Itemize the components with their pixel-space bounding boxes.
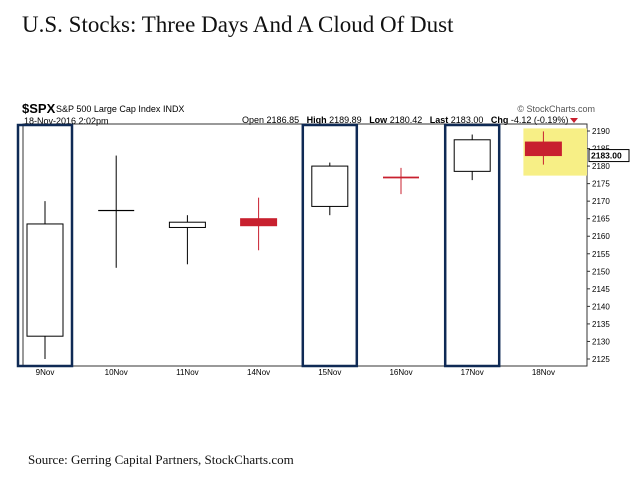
y-tick-label: 2135 — [592, 320, 610, 329]
last-value-label: 2183.00 — [591, 151, 622, 161]
candle-16Nov — [383, 167, 419, 195]
y-tick-label: 2125 — [592, 355, 610, 364]
candle-17Nov — [453, 134, 491, 181]
candle-18Nov — [524, 131, 562, 165]
y-tick-label: 2160 — [592, 232, 610, 241]
y-tick-label: 2185 — [592, 145, 610, 154]
candle-body — [26, 223, 64, 337]
index-name: S&P 500 Large Cap Index — [56, 104, 161, 114]
low-value: 2180.42 — [389, 115, 423, 125]
high-label: High — [306, 115, 327, 125]
x-tick-label: 16Nov — [389, 368, 412, 377]
y-tick-label: 2155 — [592, 250, 610, 259]
candle-14Nov — [240, 197, 278, 251]
down-arrow-icon — [570, 118, 579, 124]
source-note: Source: Gerring Capital Partners, StockC… — [28, 452, 294, 467]
x-tick-label: 10Nov — [105, 368, 128, 377]
candle-9Nov — [26, 201, 64, 359]
candle-body — [98, 209, 135, 212]
symbol-description: S&P 500 Large Cap Index INDX — [56, 104, 184, 114]
candle-15Nov — [311, 162, 349, 216]
candle-body — [168, 221, 206, 228]
chart-header: $SPX S&P 500 Large Cap Index INDX © Stoc… — [22, 101, 595, 129]
ohlc-readout: Open 2186.85 High 2189.89 Low 2180.42 La… — [242, 115, 579, 125]
candle-body — [240, 218, 278, 227]
x-tick-label: 11Nov — [176, 368, 199, 377]
exchange-code: INDX — [162, 104, 185, 114]
page-title: U.S. Stocks: Three Days And A Cloud Of D… — [22, 12, 454, 37]
highlight-box-17Nov — [443, 123, 501, 368]
x-tick-label: 14Nov — [247, 368, 270, 377]
y-tick-label: 2170 — [592, 197, 610, 206]
x-tick-label: 17Nov — [461, 368, 484, 377]
open-value: 2186.85 — [266, 115, 300, 125]
y-tick-label: 2150 — [592, 267, 610, 276]
x-tick-label: 9Nov — [36, 368, 55, 377]
y-tick-label: 2165 — [592, 215, 610, 224]
low-label: Low — [369, 115, 388, 125]
y-tick-label: 2140 — [592, 302, 610, 311]
candle-body — [383, 176, 419, 179]
candle-11Nov — [168, 215, 206, 265]
y-tick-label: 2180 — [592, 162, 610, 171]
change-label: Chg — [490, 115, 509, 125]
highlight-box-15Nov — [301, 123, 359, 368]
x-tick-label: 15Nov — [318, 368, 341, 377]
stockcharts-watermark: © StockCharts.com — [517, 104, 595, 114]
last-value: 2183.00 — [450, 115, 484, 125]
candle-body — [311, 165, 349, 207]
x-tick-label: 18Nov — [532, 368, 555, 377]
chart-timestamp: 18-Nov-2016 2:02pm — [24, 116, 109, 126]
last-value-box — [588, 149, 630, 163]
y-tick-label: 2175 — [592, 180, 610, 189]
candle-body — [453, 139, 491, 172]
y-tick-label: 2130 — [592, 337, 610, 346]
change-value: -4.12 (-0.19%) — [510, 115, 569, 125]
candle-10Nov — [98, 155, 135, 268]
plot-frame — [22, 123, 588, 367]
highlight-box-9Nov — [16, 123, 74, 368]
candle-body — [524, 141, 562, 157]
y-tick-label: 2190 — [592, 127, 610, 136]
last-label: Last — [429, 115, 449, 125]
open-label: Open — [242, 115, 265, 125]
y-tick-label: 2145 — [592, 285, 610, 294]
high-value: 2189.89 — [329, 115, 362, 125]
ticker-symbol[interactable]: $SPX — [22, 101, 56, 116]
